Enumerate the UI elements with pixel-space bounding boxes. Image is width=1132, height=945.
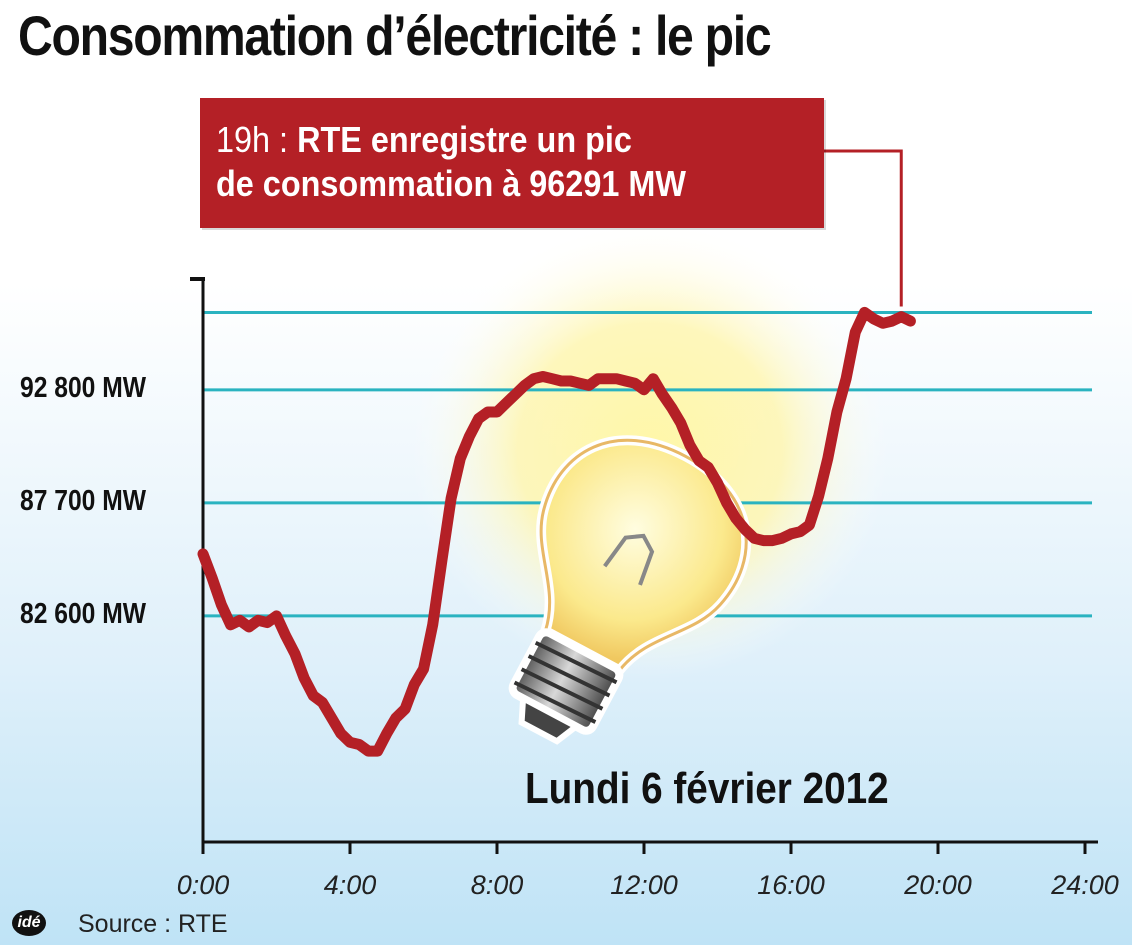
x-tick-label: 8:00 [470, 870, 524, 900]
callout-hour: 19h : [216, 119, 289, 160]
source-label: Source : RTE [78, 910, 228, 938]
x-tick-label: 16:00 [757, 870, 825, 900]
y-tick-label: 87 700 MW [20, 484, 147, 517]
peak-connector [824, 149, 903, 307]
x-tick-label: 0:00 [176, 870, 230, 900]
y-tick-label: 92 800 MW [20, 371, 147, 404]
x-tick-label: 12:00 [610, 870, 678, 900]
ide-logo: idé [12, 910, 46, 936]
callout-text-2: de consommation à 96291 MW [216, 163, 686, 204]
date-label: Lundi 6 février 2012 [525, 764, 889, 813]
x-tick-label: 24:00 [1051, 870, 1119, 900]
chart-title: Consommation d’électricité : le pic [18, 4, 772, 67]
x-tick-label: 20:00 [904, 870, 972, 900]
x-axis-ticks [201, 842, 1087, 854]
light-bulb-icon [508, 435, 752, 745]
callout-line-1: 19h : RTE enregistre un pic [216, 118, 749, 162]
callout-text-1: RTE enregistre un pic [297, 119, 632, 160]
series-line [197, 306, 916, 757]
peak-callout: 19h : RTE enregistre un pic de consommat… [200, 98, 824, 228]
y-tick-label: 82 600 MW [20, 597, 147, 630]
x-tick-label: 4:00 [323, 870, 377, 900]
